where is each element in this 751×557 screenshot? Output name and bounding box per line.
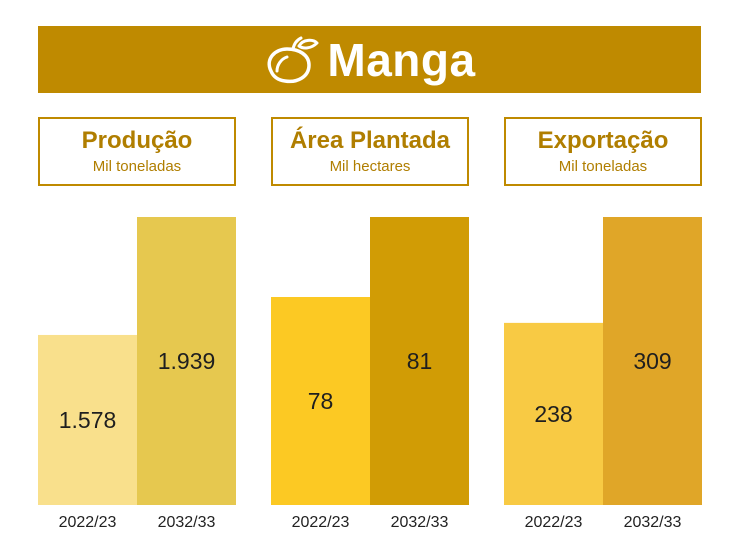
chart-panel-producao: Produção Mil toneladas 1.578 2022/23 1.939… [38, 117, 236, 557]
title-banner: Manga [38, 26, 701, 93]
chart-header: Exportação Mil toneladas [504, 117, 702, 186]
x-tick-label: 2032/33 [624, 514, 682, 531]
data-label: 1.939 [158, 348, 216, 374]
bar [504, 322, 603, 505]
data-label: 238 [534, 401, 572, 427]
data-label: 309 [633, 348, 671, 374]
bar-chart: 238 2022/23 309 2032/33 [504, 217, 702, 531]
x-tick-label: 2022/23 [59, 514, 117, 531]
mango-icon [267, 36, 319, 83]
data-label: 1.578 [59, 407, 117, 433]
x-tick-label: 2022/23 [292, 514, 350, 531]
x-tick-label: 2032/33 [158, 514, 216, 531]
bar-chart: 1.578 2022/23 1.939 2032/33 [38, 217, 236, 531]
bar [370, 217, 469, 505]
data-label: 81 [407, 348, 433, 374]
x-tick-label: 2032/33 [391, 514, 449, 531]
page-title: Manga [327, 33, 476, 86]
chart-unit: Mil hectares [329, 157, 411, 175]
chart-header: Área Plantada Mil hectares [271, 117, 469, 186]
bar [38, 334, 137, 505]
x-tick-label: 2022/23 [525, 514, 583, 531]
chart-unit: Mil toneladas [558, 157, 648, 175]
chart-panel-exportacao: Exportação Mil toneladas 238 2022/23 309 20… [504, 117, 702, 557]
chart-title: Produção [81, 126, 193, 154]
chart-title: Área Plantada [289, 126, 451, 154]
bar [137, 217, 236, 505]
chart-header: Produção Mil toneladas [38, 117, 236, 186]
bar-chart: 78 2022/23 81 2032/33 [271, 217, 469, 531]
chart-title: Exportação [537, 126, 669, 154]
bar [603, 217, 702, 505]
chart-panel-area-plantada: Área Plantada Mil hectares 78 2022/23 81 20… [271, 117, 469, 557]
bar [271, 297, 370, 505]
data-label: 78 [308, 388, 334, 414]
chart-unit: Mil toneladas [92, 157, 182, 175]
